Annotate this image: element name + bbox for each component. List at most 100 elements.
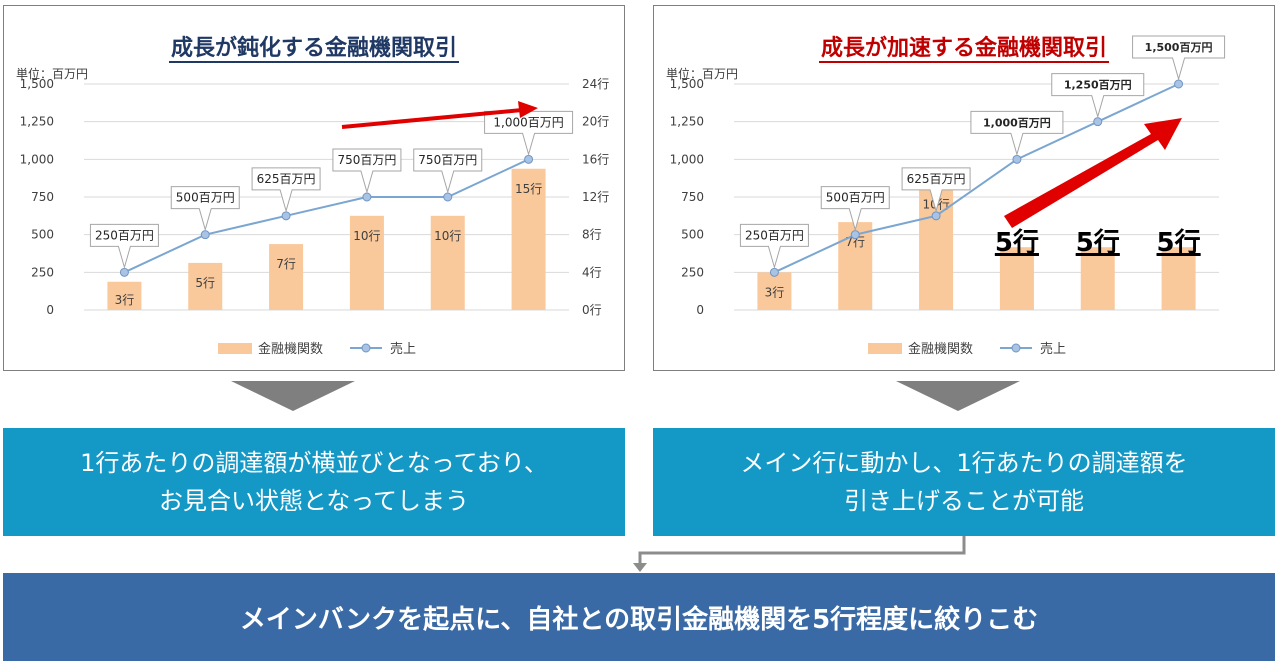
- trend-arrow-head-icon: [518, 101, 538, 118]
- y2-tick-label: 4行: [582, 265, 602, 279]
- chart-svg-left: 1,500 1,250 1,000 750 500 250 0 24行 20行 16行 12行 8行 4…: [20, 77, 610, 357]
- callout-box: [170, 186, 240, 232]
- y2-tick-label: 20行: [582, 115, 609, 129]
- y-tick-label: 1,500: [670, 77, 704, 91]
- y-tick-label: 0: [696, 303, 704, 317]
- box-right-line1: メイン行に動かし、1行あたりの調達額を: [740, 449, 1188, 477]
- bar: [188, 262, 223, 310]
- bottom-message-bar: メインバンクを起点に、自社との取引金融機関を5行程度に絞りこむ: [3, 573, 1275, 661]
- y-tick-label: 750: [31, 190, 54, 204]
- legend-bar-swatch: [868, 343, 902, 354]
- connector-arrow-icon: [633, 536, 966, 572]
- line-point: [443, 192, 453, 202]
- line-point: [281, 211, 291, 221]
- chart-svg-right: 1,5001,2501,00075050025003行7行10行5行5行5行25…: [670, 35, 1226, 357]
- message-box-left: 1行あたりの調達額が横並びとなっており、 お見合い状態となってしまう: [3, 428, 625, 536]
- line-label: 1,000百万円: [983, 116, 1051, 129]
- box-right-line2: 引き上げることが可能: [844, 487, 1084, 515]
- bar: [269, 244, 304, 310]
- series-line: [123, 158, 530, 274]
- bar-label: 3行: [765, 285, 785, 299]
- legend-label: 売上: [1040, 341, 1066, 357]
- legend-label: 売上: [390, 341, 416, 357]
- bar-label: 7行: [845, 235, 865, 249]
- bar-label: 5行: [195, 276, 215, 290]
- bottom-message: メインバンクを起点に、自社との取引金融機関を5行程度に絞りこむ: [239, 604, 1039, 635]
- down-arrow-left-icon: [231, 381, 355, 411]
- box-left-line1: 1行あたりの調達額が横並びとなっており、: [80, 449, 548, 477]
- trend-arrow-shaft: [341, 108, 523, 129]
- line-point: [119, 267, 129, 277]
- callout-box: [1132, 35, 1226, 81]
- line-label: 1,250百万円: [1064, 79, 1132, 92]
- y-tick-label: 500: [31, 228, 54, 242]
- bar-label: 3行: [115, 293, 135, 307]
- chart-title-left: 成長が鈍化する金融機関取引: [168, 36, 459, 63]
- unit-label-left: 単位：百万円: [16, 67, 89, 81]
- y-tick-label: 1,500: [20, 77, 54, 91]
- bar: [757, 272, 792, 310]
- line-label: 625百万円: [907, 172, 966, 186]
- line-point: [1174, 79, 1184, 89]
- legend-label: 金融機関数: [258, 341, 323, 357]
- line-point: [769, 267, 779, 277]
- callout-box: [901, 167, 971, 213]
- bar-label: 10行: [434, 229, 461, 243]
- callout-box: [970, 110, 1064, 157]
- callout-box: [89, 223, 159, 270]
- bar: [430, 215, 465, 310]
- bar-label: 10行: [353, 229, 380, 243]
- line-label: 250百万円: [745, 228, 804, 242]
- y-tick-label: 0: [46, 303, 54, 317]
- line-point: [850, 230, 860, 240]
- y-tick-label: 250: [681, 265, 704, 279]
- line-label: 250百万円: [95, 228, 154, 242]
- y-tick-label: 750: [681, 190, 704, 204]
- callout-box: [251, 167, 321, 213]
- series-line: [773, 83, 1180, 274]
- y2-tick-label: 12行: [582, 190, 609, 204]
- line-point: [1012, 154, 1022, 164]
- y-tick-label: 1,000: [20, 152, 54, 166]
- bar: [511, 168, 546, 310]
- line-point: [1093, 117, 1103, 127]
- callout-box: [820, 186, 890, 232]
- trend-arrow-big-icon: [1004, 118, 1182, 228]
- bar-label-large: 5行: [1157, 227, 1201, 258]
- y-tick-label: 500: [681, 228, 704, 242]
- y2-tick-label: 0行: [582, 303, 602, 317]
- y2-tick-label: 8行: [582, 228, 602, 242]
- legend-line-marker: [1011, 343, 1021, 353]
- line-label: 1,500百万円: [1145, 41, 1213, 54]
- message-box-right: メイン行に動かし、1行あたりの調達額を 引き上げることが可能: [653, 428, 1275, 536]
- chart-panel-right: 成長が加速する金融機関取引 単位：百万円 1,500 1,250 1,000 750 5…: [653, 5, 1275, 371]
- callout-box: [332, 148, 402, 194]
- bar-label: 15行: [515, 182, 542, 196]
- bar-label: 7行: [276, 257, 296, 271]
- legend-label: 金融機関数: [908, 341, 973, 357]
- callout-box: [413, 148, 483, 194]
- unit-label-right: 単位：百万円: [666, 67, 739, 81]
- line-label: 750百万円: [418, 153, 477, 167]
- bar-label-large: 5行: [995, 227, 1039, 258]
- legend-line-marker: [361, 343, 371, 353]
- legend-bar-swatch: [218, 343, 252, 354]
- y2-tick-label: 16行: [582, 152, 609, 166]
- line-label: 625百万円: [257, 172, 316, 186]
- y2-tick-label: 24行: [582, 77, 609, 91]
- line-label: 500百万円: [176, 191, 235, 205]
- callout-box: [1051, 73, 1145, 119]
- bar: [349, 215, 384, 310]
- y-tick-label: 1,000: [670, 152, 704, 166]
- callout-box: [739, 223, 809, 270]
- down-arrow-right-icon: [896, 381, 1020, 411]
- chart-title-right: 成長が加速する金融機関取引: [818, 36, 1109, 63]
- y-tick-label: 1,250: [20, 115, 54, 129]
- bar-label-large: 5行: [1076, 227, 1120, 258]
- line-label: 750百万円: [337, 153, 396, 167]
- line-label: 1,000百万円: [493, 115, 563, 129]
- box-left-line2: お見合い状態となってしまう: [158, 487, 470, 515]
- bar: [107, 281, 142, 310]
- line-point: [200, 230, 210, 240]
- line-point: [524, 154, 534, 164]
